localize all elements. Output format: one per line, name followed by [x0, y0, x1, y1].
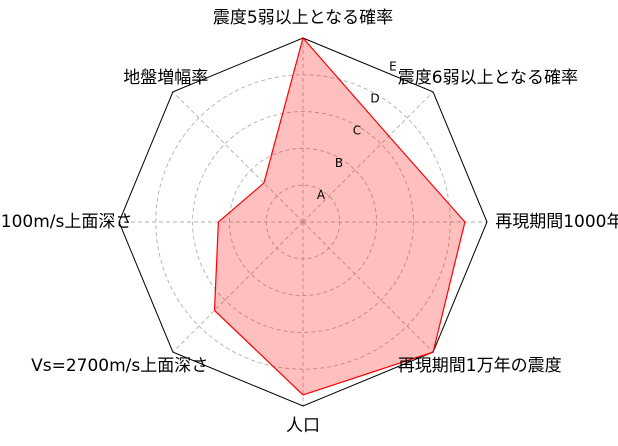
axis-labels: 震度5弱以上となる確率震度6弱以上となる確率再現期間1000年の震度再現期間1万… — [0, 8, 618, 436]
grid-ring-3 — [192, 111, 414, 333]
spokes — [119, 38, 487, 406]
axis-label-7: Vs=1100m/s上面深さ — [0, 212, 132, 232]
spoke-6 — [172, 221, 304, 353]
ring-label-c: C — [353, 124, 361, 138]
spoke-4 — [302, 221, 434, 353]
axis-label-8: 地盤増幅率 — [123, 68, 208, 88]
axis-label-6: Vs=2700m/s上面深さ — [31, 356, 208, 376]
ring-label-d: D — [370, 92, 379, 106]
ring-label-a: A — [317, 188, 326, 202]
axis-label-2: 震度6弱以上となる確率 — [398, 68, 578, 88]
data-area — [213, 36, 466, 396]
ring-label-b: B — [335, 156, 343, 170]
axis-label-5: 人口 — [286, 416, 320, 436]
axis-label-4: 再現期間1万年の震度 — [398, 356, 562, 376]
spoke-2 — [302, 91, 434, 223]
axis-label-3: 再現期間1000年の震度 — [495, 212, 618, 232]
ring-label-e: E — [389, 59, 397, 73]
ring-labels: A B C D E — [317, 59, 397, 201]
axis-label-1: 震度5弱以上となる確率 — [213, 8, 393, 28]
spoke-8 — [172, 91, 304, 223]
outer-frame — [118, 37, 488, 407]
